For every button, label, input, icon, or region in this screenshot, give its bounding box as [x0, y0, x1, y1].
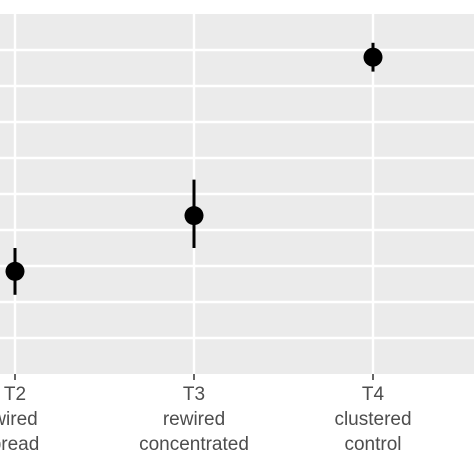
x-tick-label: T2wiredbread: [0, 384, 39, 455]
x-tick-label: T4 clustered control: [334, 384, 411, 455]
y-gridlines: [0, 48, 474, 340]
data-point-T4: [363, 42, 383, 72]
data-point-T2: [5, 248, 25, 295]
data-points: [5, 42, 383, 295]
point-marker: [5, 261, 25, 281]
x-axis-ticks: [14, 374, 374, 380]
data-point-T3: [184, 179, 204, 248]
x-tick-label: T3 rewired concentrated: [139, 384, 249, 455]
point-marker: [184, 206, 204, 226]
point-marker: [363, 47, 383, 67]
